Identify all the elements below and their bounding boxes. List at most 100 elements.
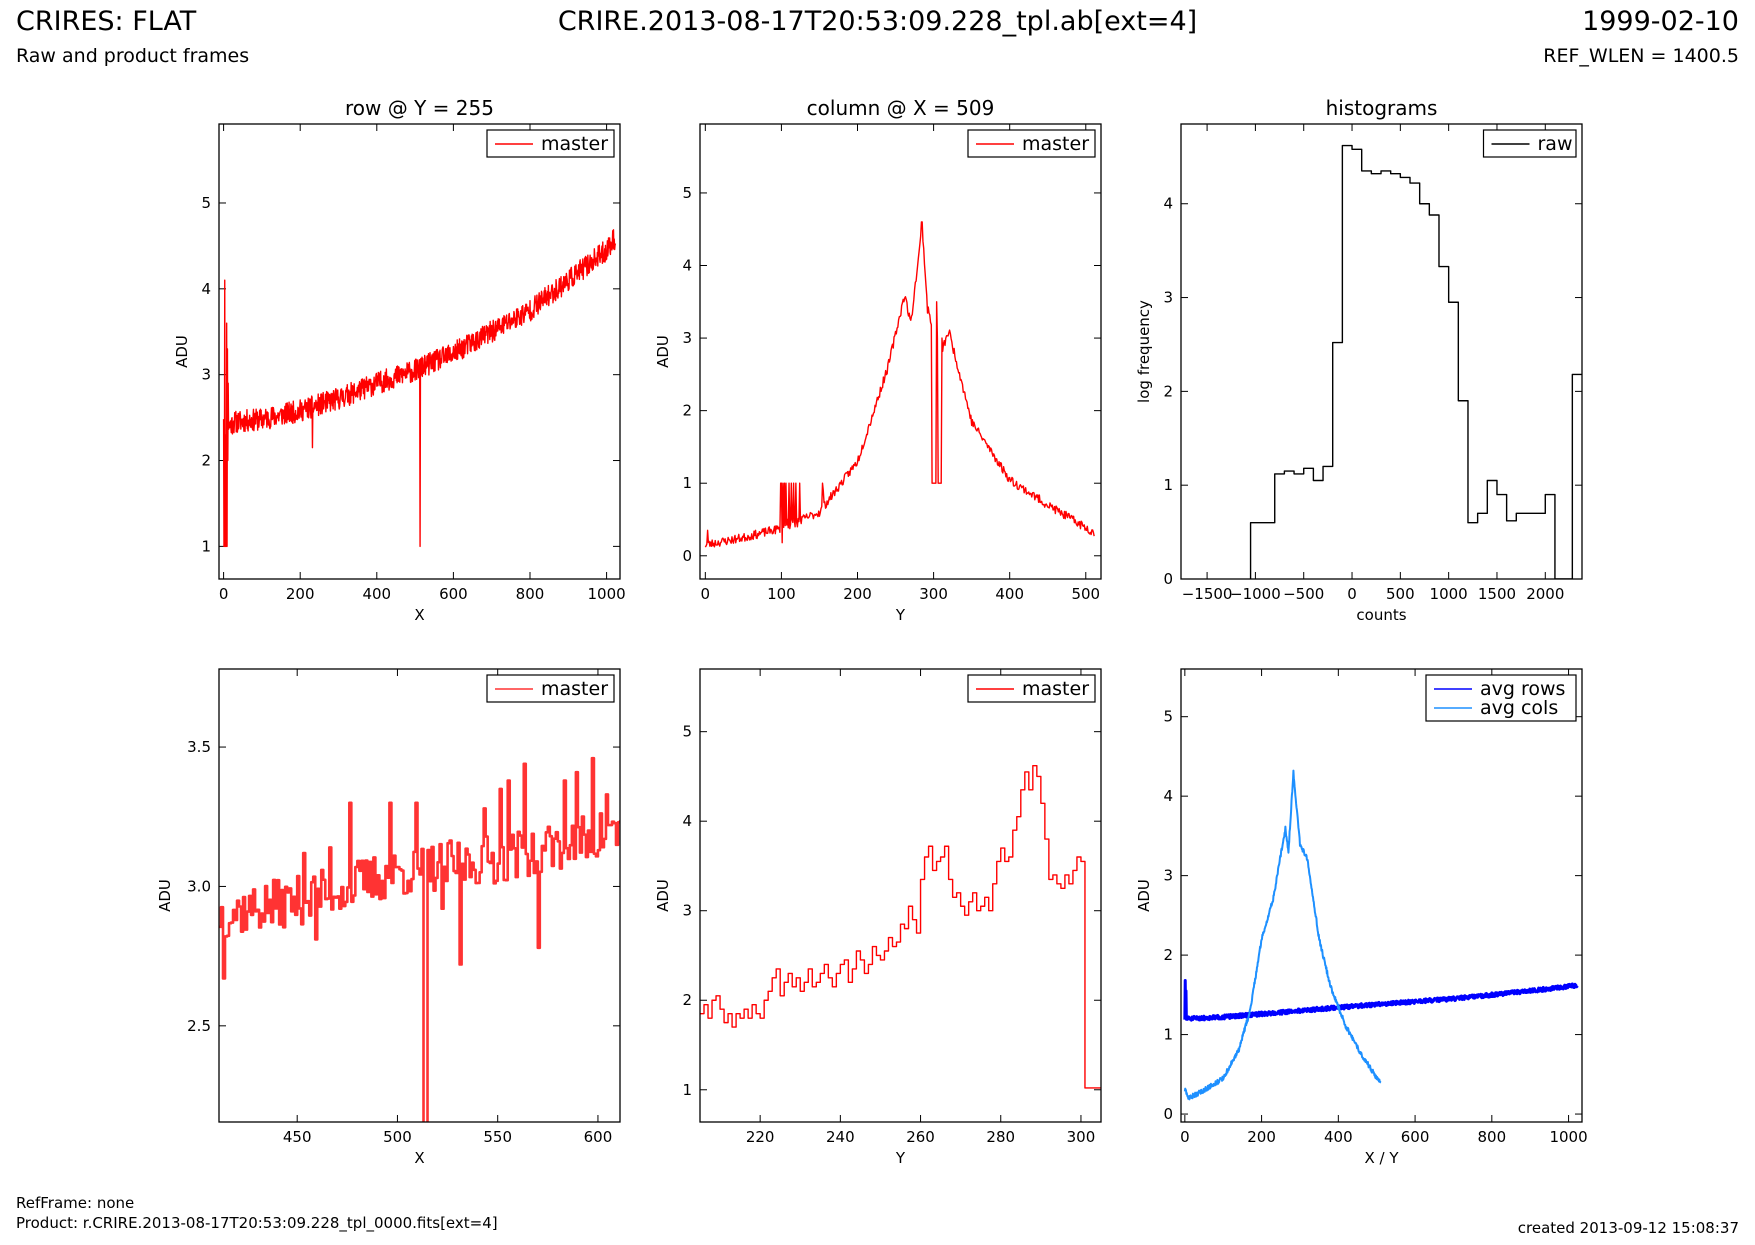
chart-panel-avg: 0 200 400 600 800 1000 0 1 2 3 4 5 X / Y ADU avg rowsa… xyxy=(1135,668,1588,1167)
figure-title: CRIRES: FLAT xyxy=(16,6,197,37)
y-axis-label: ADU xyxy=(654,879,672,912)
series-line-master xyxy=(222,229,617,548)
y-tick-label: 2.5 xyxy=(187,1017,211,1035)
x-tick-label: 450 xyxy=(283,1128,312,1146)
series-group xyxy=(700,764,1101,1089)
x-tick-label: 200 xyxy=(286,585,315,603)
chart-panel-col_zoom: 220 240 260 280 300 1 2 3 4 5 Y ADU master xyxy=(654,668,1102,1167)
series-group xyxy=(1249,144,1582,579)
series-line-raw xyxy=(1249,144,1582,579)
x-tick-label: 400 xyxy=(995,585,1024,603)
series-group xyxy=(1183,769,1579,1101)
series-line-master xyxy=(704,221,1095,548)
y-axis-label: ADU xyxy=(156,879,174,912)
x-tick-label: 1500 xyxy=(1478,585,1516,603)
x-tick-label: 600 xyxy=(439,585,468,603)
y-tick-label: 2 xyxy=(1163,382,1173,400)
y-tick-label: 0 xyxy=(682,547,692,565)
x-tick-label: −1000 xyxy=(1230,585,1281,603)
legend-box xyxy=(967,674,1096,703)
legend: raw xyxy=(1482,129,1577,158)
x-tick-label: −1500 xyxy=(1182,585,1233,603)
y-tick-label: 2 xyxy=(682,402,692,420)
x-tick-label: 0 xyxy=(701,585,711,603)
x-tick-label: 500 xyxy=(1071,585,1100,603)
y-tick-label: 3 xyxy=(682,902,692,920)
x-tick-label: 550 xyxy=(483,1128,512,1146)
y-tick-label: 5 xyxy=(682,184,692,202)
y-axis-label: log frequency xyxy=(1135,300,1153,403)
panel-title: row @ Y = 255 xyxy=(345,96,494,120)
observation-date: 1999-02-10 xyxy=(1582,6,1739,37)
legend-label: master xyxy=(1022,133,1089,155)
product-note: Product: r.CRIRE.2013-08-17T20:53:09.228… xyxy=(16,1214,498,1232)
y-axis-label: ADU xyxy=(173,335,191,368)
chart-panel-row_zoom: 450 500 550 600 2.5 3.0 3.5 X ADU master xyxy=(156,668,621,1167)
legend-label: raw xyxy=(1538,133,1573,155)
y-tick-label: 1 xyxy=(682,1081,692,1099)
y-tick-label: 3 xyxy=(1163,289,1173,307)
legend-label: avg cols xyxy=(1480,697,1558,719)
y-tick-label: 4 xyxy=(1163,195,1173,213)
x-tick-label: −500 xyxy=(1283,585,1324,603)
y-tick-label: 4 xyxy=(682,812,692,830)
x-axis-label: Y xyxy=(895,606,906,624)
x-tick-label: 2000 xyxy=(1526,585,1564,603)
x-tick-label: 400 xyxy=(362,585,391,603)
y-tick-label: 3.5 xyxy=(187,738,211,756)
x-axis-label: counts xyxy=(1356,606,1406,624)
axes-frame xyxy=(699,668,1102,1123)
x-tick-label: 500 xyxy=(383,1128,412,1146)
series-line-avg-rows xyxy=(1183,979,1579,1022)
x-tick-label: 600 xyxy=(584,1128,613,1146)
y-tick-label: 2 xyxy=(201,452,211,470)
ref-wlen: REF_WLEN = 1400.5 xyxy=(1543,45,1739,67)
y-tick-label: 3 xyxy=(1163,867,1173,885)
y-tick-label: 1 xyxy=(1163,476,1173,494)
x-tick-label: 200 xyxy=(843,585,872,603)
x-axis-label: X xyxy=(414,1149,424,1167)
y-axis-label: ADU xyxy=(654,335,672,368)
y-tick-label: 3 xyxy=(201,366,211,384)
series-line-avg-cols xyxy=(1183,769,1382,1101)
chart-panel-hist: −1500−1000 −500 0 500 1000 1500 2000 0 1 2 3 4 histo… xyxy=(1135,96,1583,624)
x-tick-label: 800 xyxy=(516,585,545,603)
x-tick-label: 0 xyxy=(1347,585,1357,603)
legend: master xyxy=(486,129,615,158)
x-axis-label: Y xyxy=(895,1149,906,1167)
x-tick-label: 1000 xyxy=(1430,585,1468,603)
series-group xyxy=(219,756,620,1122)
x-tick-label: 200 xyxy=(1247,1128,1276,1146)
x-tick-label: 240 xyxy=(826,1128,855,1146)
y-tick-label: 5 xyxy=(682,723,692,741)
x-tick-label: 100 xyxy=(767,585,796,603)
x-tick-label: 0 xyxy=(219,585,229,603)
series-group xyxy=(704,221,1095,548)
y-tick-label: 4 xyxy=(201,280,211,298)
y-tick-label: 0 xyxy=(1163,570,1173,588)
y-axis-label: ADU xyxy=(1135,879,1153,912)
x-tick-label: 220 xyxy=(746,1128,775,1146)
legend-label: avg rows xyxy=(1480,678,1565,700)
y-tick-label: 5 xyxy=(201,194,211,212)
y-tick-label: 2 xyxy=(1163,946,1173,964)
legend-box xyxy=(1425,674,1577,722)
axes-frame xyxy=(218,123,621,580)
y-tick-label: 4 xyxy=(1163,787,1173,805)
x-axis-label: X / Y xyxy=(1364,1149,1399,1167)
legend: master xyxy=(967,674,1096,703)
series-line-master xyxy=(700,764,1101,1089)
file-name: CRIRE.2013-08-17T20:53:09.228_tpl.ab[ext… xyxy=(557,6,1198,37)
axes-frame xyxy=(1180,668,1583,1123)
axes-frame xyxy=(699,123,1102,580)
figure-subtitle: Raw and product frames xyxy=(16,45,250,67)
x-tick-label: 300 xyxy=(1067,1128,1096,1146)
x-tick-label: 800 xyxy=(1478,1128,1507,1146)
legend-label: master xyxy=(1022,678,1089,700)
x-axis-label: X xyxy=(414,606,424,624)
x-tick-label: 300 xyxy=(919,585,948,603)
y-tick-label: 2 xyxy=(682,991,692,1009)
y-tick-label: 1 xyxy=(1163,1026,1173,1044)
y-tick-label: 1 xyxy=(201,537,211,555)
